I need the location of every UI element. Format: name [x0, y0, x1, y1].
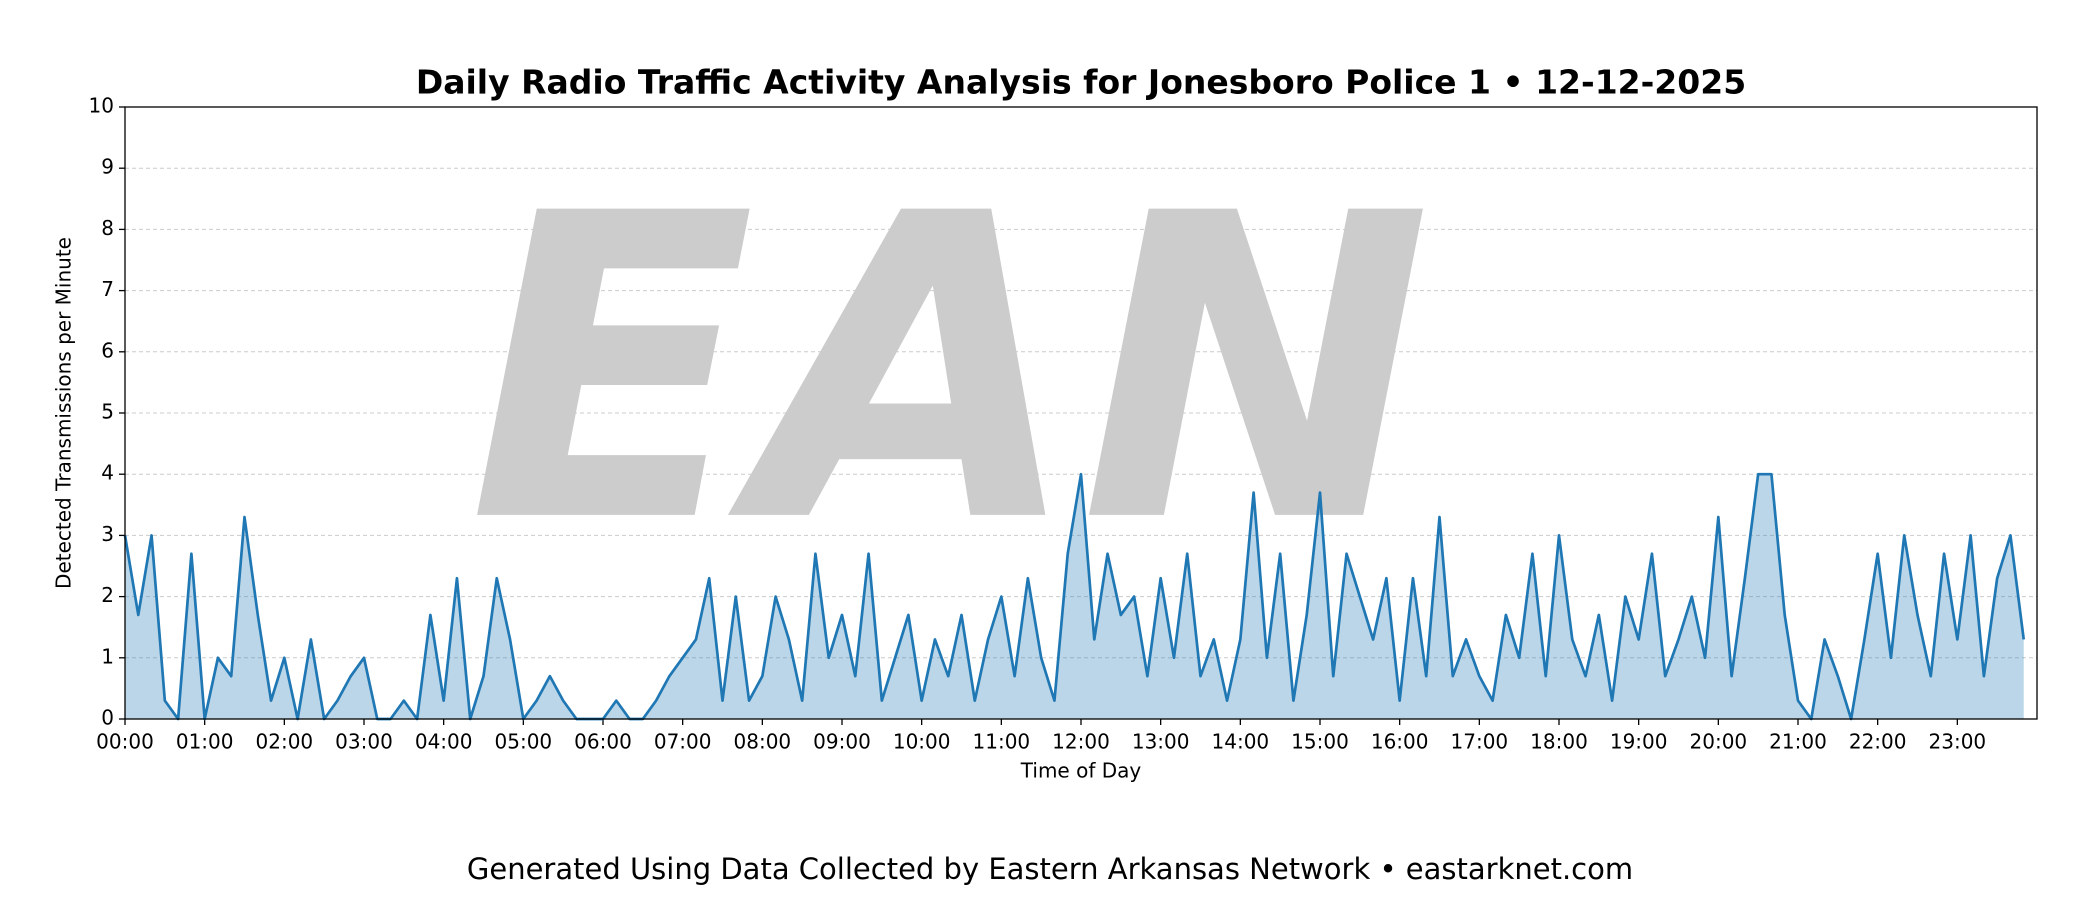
- y-tick-label: 10: [89, 94, 114, 118]
- x-tick-label: 19:00: [1610, 730, 1668, 754]
- y-tick-label: 4: [101, 461, 114, 485]
- line: [123, 472, 2026, 721]
- x-tick-label: 11:00: [973, 730, 1031, 754]
- y-tick-label: 7: [101, 277, 114, 301]
- x-tick-label: 14:00: [1212, 730, 1270, 754]
- x-tick-label: 09:00: [813, 730, 871, 754]
- y-tick-label: 9: [101, 155, 114, 179]
- plot-frame: [124, 106, 2038, 720]
- x-tick-label: 22:00: [1849, 730, 1907, 754]
- x-tick-label: 04:00: [415, 730, 473, 754]
- y-tick-label: 0: [101, 706, 114, 730]
- x-tick-label: 17:00: [1451, 730, 1509, 754]
- x-tick-label: 07:00: [654, 730, 712, 754]
- chart-title: Daily Radio Traffic Activity Analysis fo…: [416, 63, 1746, 102]
- x-tick-label: 20:00: [1690, 730, 1748, 754]
- y-tick-label: 3: [101, 522, 114, 546]
- y-tick-label: 1: [101, 644, 114, 668]
- x-tick-label: 05:00: [495, 730, 553, 754]
- y-tick-label: 8: [101, 216, 114, 240]
- watermark: EAN: [468, 126, 1431, 615]
- x-tick-label: 08:00: [734, 730, 792, 754]
- x-tick-label: 06:00: [574, 730, 632, 754]
- x-tick-label: 13:00: [1132, 730, 1190, 754]
- y-tick-label: 6: [101, 338, 114, 362]
- x-tick-label: 16:00: [1371, 730, 1429, 754]
- x-tick-label: 00:00: [96, 730, 154, 754]
- x-tick-label: 02:00: [256, 730, 314, 754]
- x-tick-label: 18:00: [1530, 730, 1588, 754]
- x-tick-label: 15:00: [1291, 730, 1349, 754]
- x-tick-label: 12:00: [1052, 730, 1110, 754]
- y-tick-label: 5: [101, 400, 114, 424]
- x-tick-label: 21:00: [1769, 730, 1827, 754]
- x-tick-label: 23:00: [1929, 730, 1987, 754]
- y-axis-label: Detected Transmissions per Minute: [52, 237, 76, 589]
- y-tick-label: 2: [101, 583, 114, 607]
- x-axis-label: Time of Day: [1020, 759, 1142, 783]
- x-tick-label: 03:00: [335, 730, 393, 754]
- x-tick-label: 01:00: [176, 730, 234, 754]
- footer: Generated Using Data Collected by Easter…: [467, 852, 1633, 886]
- x-tick-label: 10:00: [893, 730, 951, 754]
- area: [125, 474, 2024, 719]
